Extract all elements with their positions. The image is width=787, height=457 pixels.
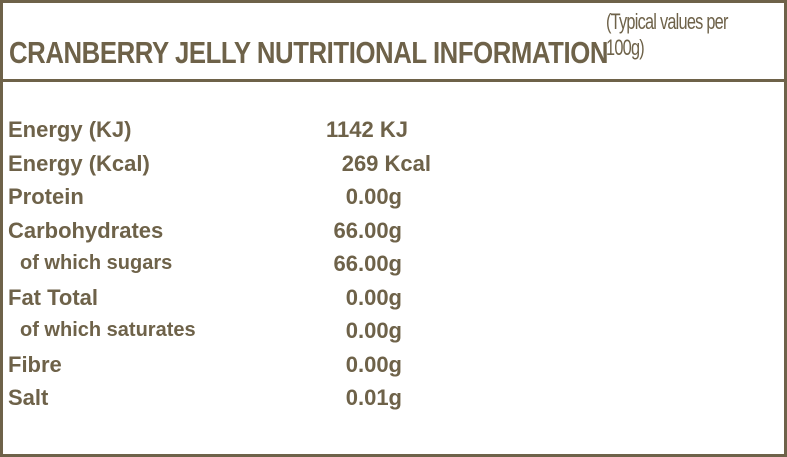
row-value: 66.00g — [333, 217, 403, 243]
row-value: 269 Kcal — [341, 150, 431, 176]
row-value: 0.00g — [345, 351, 402, 377]
row-label: Energy (Kcal) — [8, 150, 150, 176]
row-label: Protein — [8, 184, 84, 209]
row-value: 0.00g — [345, 184, 402, 209]
row-energy-kcal: Energy (Kcal) 269 Kcal — [3, 147, 784, 181]
row-value: 1142 KJ — [326, 117, 408, 142]
row-energy-kj: Energy (KJ) 1142 KJ — [3, 113, 784, 147]
nutrition-table: Energy (KJ) 1142 KJ Energy (Kcal) 269 Kc… — [3, 113, 784, 415]
row-value: 0.00g — [345, 318, 402, 343]
row-carbohydrates: Carbohydrates 66.00g — [3, 214, 784, 248]
row-value: 66.00g — [333, 251, 403, 276]
row-protein: Protein 0.00g — [3, 180, 784, 214]
title-bar: CRANBERRY JELLY NUTRITIONAL INFORMATION … — [3, 3, 784, 82]
row-saturates: of which saturates 0.00g — [3, 314, 784, 348]
row-sugars: of which sugars 66.00g — [3, 247, 784, 281]
page-title: CRANBERRY JELLY NUTRITIONAL INFORMATION — [9, 35, 731, 71]
row-label: Fibre — [8, 351, 62, 377]
row-value: 0.01g — [345, 385, 402, 410]
row-label: of which saturates — [20, 319, 196, 341]
row-label: Salt — [8, 385, 49, 410]
row-label: Fat Total — [8, 284, 99, 310]
title-main: CRANBERRY JELLY NUTRITIONAL INFORMATION — [9, 35, 608, 70]
row-label: Energy (KJ) — [8, 117, 132, 142]
row-label: Carbohydrates — [8, 217, 164, 243]
row-salt: Salt 0.01g — [3, 381, 784, 415]
row-fat-total: Fat Total 0.00g — [3, 281, 784, 315]
row-fibre: Fibre 0.00g — [3, 348, 784, 382]
row-value: 0.00g — [345, 284, 402, 310]
row-label: of which sugars — [20, 252, 173, 274]
title-subtitle: (Typical values per 100g) — [606, 9, 728, 60]
